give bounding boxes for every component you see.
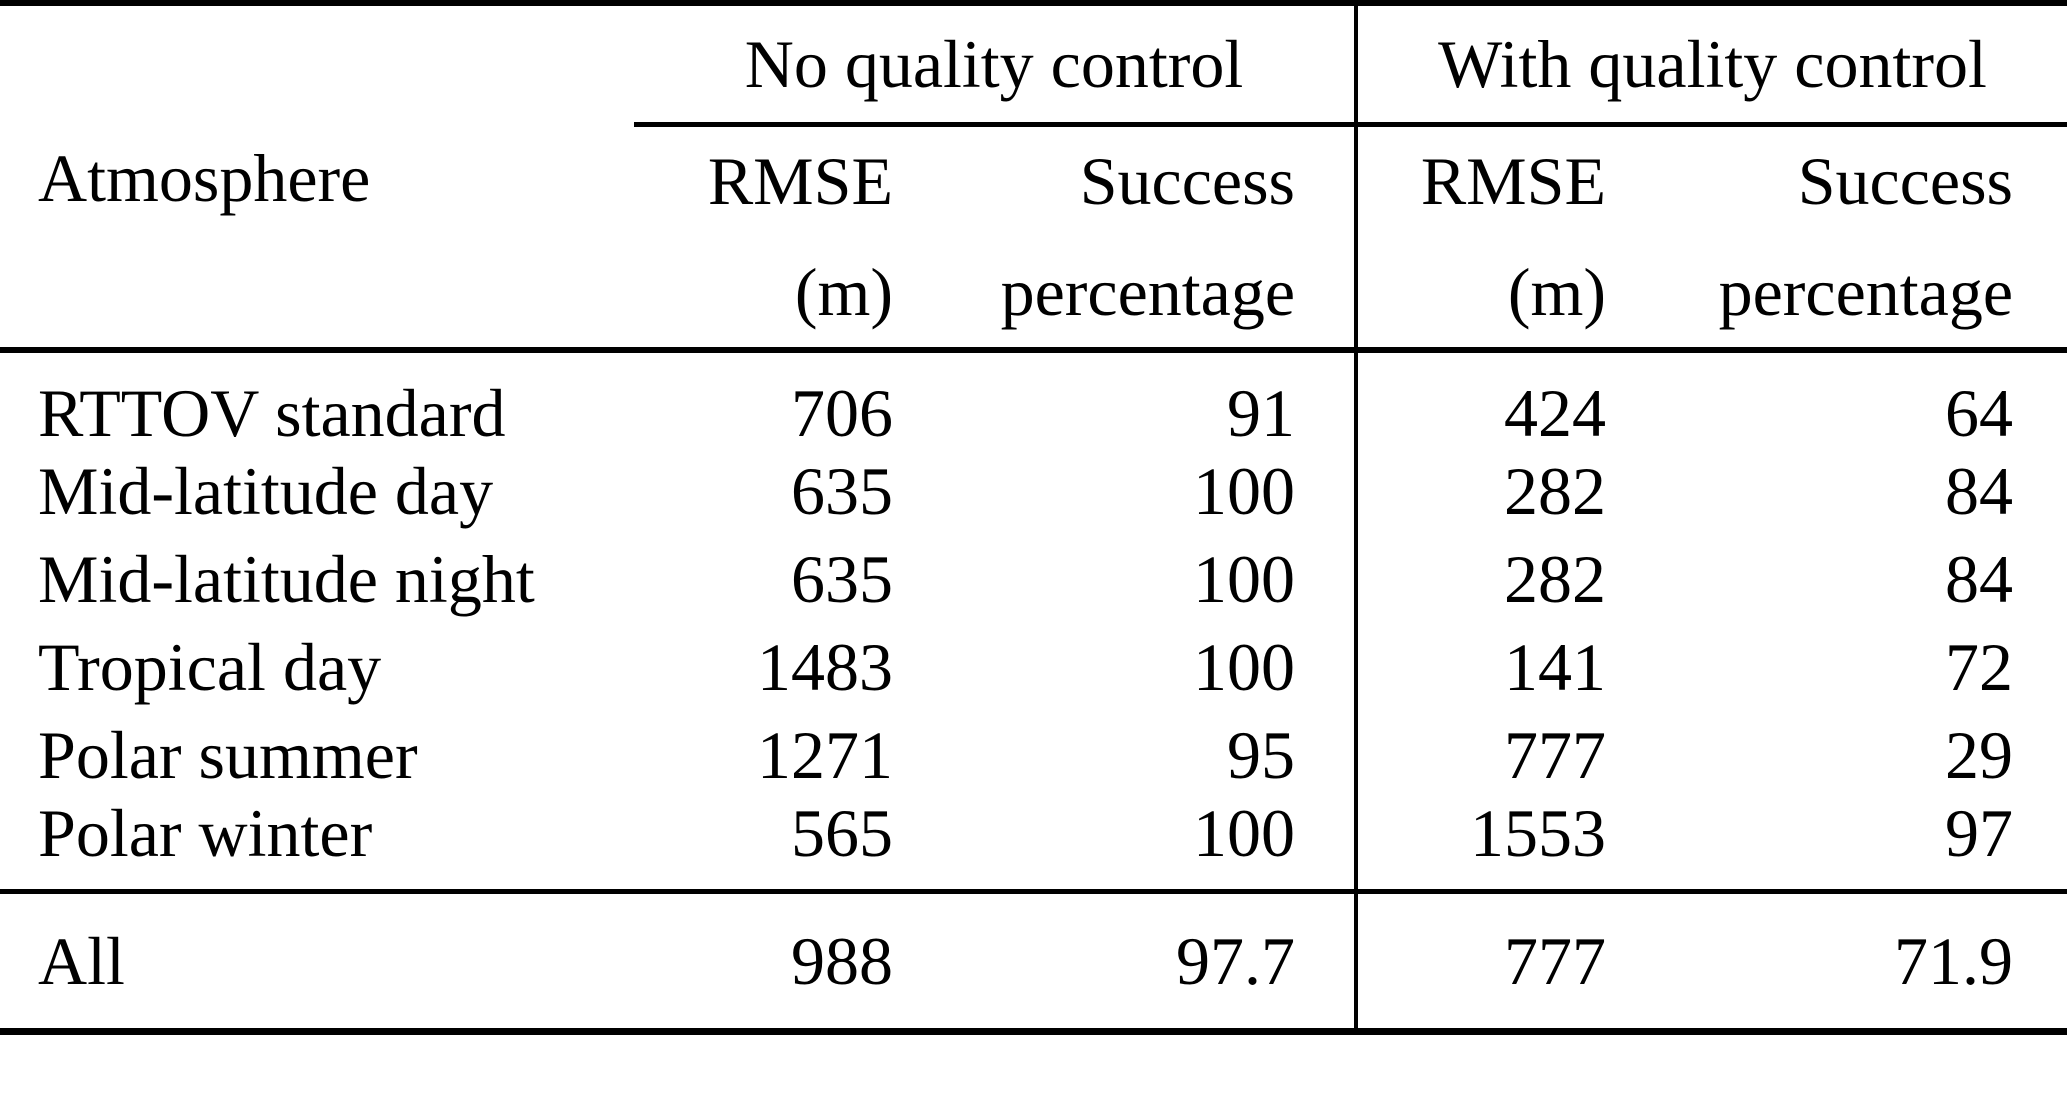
cell-no-qc-rmse: 565 — [791, 795, 893, 871]
row-label: Mid-latitude night — [38, 541, 535, 617]
cell-qc-rmse: 282 — [1354, 447, 1691, 535]
cell-no-qc-rmse: 706 — [791, 375, 893, 451]
column-header-rmse-unit-with-qc: (m) — [1354, 236, 1691, 353]
cell-no-qc-rmse: 1483 — [757, 629, 893, 705]
cell-no-qc-success: 95 — [1227, 717, 1296, 793]
column-header-percentage-with-qc: percentage — [1690, 236, 2067, 353]
table-row: Mid-latitude night 635 100 282 84 — [0, 535, 2067, 623]
row-label: Polar winter — [38, 795, 373, 871]
cell-no-qc-rmse: 635 — [791, 541, 893, 617]
column-header-rmse-no-qc: RMSE — [707, 143, 893, 220]
cell-qc-rmse: 141 — [1354, 623, 1691, 711]
column-header-percentage-no-qc: percentage — [950, 236, 1357, 353]
summary-row-label: All — [0, 889, 634, 1032]
table-row: Mid-latitude day 635 100 282 84 — [0, 447, 2067, 535]
cell-no-qc-success: 100 — [1193, 453, 1296, 529]
cell-qc-rmse: 777 — [1354, 711, 1691, 799]
group-header-spacer — [0, 3, 634, 124]
row-label: Polar summer — [38, 717, 418, 793]
summary-no-qc-rmse: 988 — [634, 889, 950, 1032]
group-header-no-quality-control: No quality control — [634, 3, 1357, 127]
cell-qc-success: 84 — [1945, 453, 2014, 529]
group-header-with-quality-control: With quality control — [1354, 3, 2067, 127]
group-header-row: No quality control With quality control — [0, 3, 2067, 127]
table-row: Polar summer 1271 95 777 29 — [0, 711, 2067, 799]
row-label: Mid-latitude day — [38, 453, 494, 529]
column-header-success-with-qc: Success — [1797, 143, 2014, 220]
cell-qc-success: 72 — [1945, 629, 2014, 705]
summary-qc-rmse: 777 — [1354, 889, 1691, 1032]
cell-no-qc-success: 91 — [1227, 375, 1296, 451]
cell-no-qc-success: 100 — [1193, 795, 1296, 871]
column-header-rmse-unit-no-qc: (m) — [634, 236, 950, 353]
summary-qc-success: 71.9 — [1690, 889, 2067, 1032]
cell-qc-rmse: 1553 — [1354, 799, 1691, 892]
cell-qc-success: 29 — [1945, 717, 2014, 793]
cell-no-qc-success: 100 — [1193, 541, 1296, 617]
column-header-success-no-qc: Success — [1079, 143, 1296, 220]
column-header-row-2: (m) percentage (m) percentage — [0, 236, 2067, 353]
row-label: Tropical day — [38, 629, 382, 705]
cell-qc-success: 97 — [1945, 795, 2014, 871]
cell-qc-rmse: 282 — [1354, 535, 1691, 623]
table-row: Polar winter 565 100 1553 97 — [0, 799, 2067, 892]
cell-no-qc-rmse: 635 — [791, 453, 893, 529]
cell-no-qc-rmse: 1271 — [757, 717, 893, 793]
table-row: RTTOV standard 706 91 424 64 — [0, 350, 2067, 447]
results-table: No quality control With quality control … — [0, 0, 2067, 1035]
column-header-rmse-with-qc: RMSE — [1354, 124, 1691, 236]
cell-qc-rmse: 424 — [1354, 350, 1691, 447]
column-header-row-1: Atmosphere RMSE Success RMSE Success — [0, 124, 2067, 353]
cell-no-qc-success: 100 — [1193, 629, 1296, 705]
summary-no-qc-success: 97.7 — [950, 889, 1357, 1032]
table-row: Tropical day 1483 100 141 72 — [0, 623, 2067, 711]
summary-row: All 988 97.7 777 71.9 — [0, 889, 2067, 1032]
column-header-atmosphere: Atmosphere — [0, 124, 634, 353]
cell-qc-success: 64 — [1945, 375, 2014, 451]
cell-qc-success: 84 — [1945, 541, 2014, 617]
row-label: RTTOV standard — [38, 375, 506, 451]
